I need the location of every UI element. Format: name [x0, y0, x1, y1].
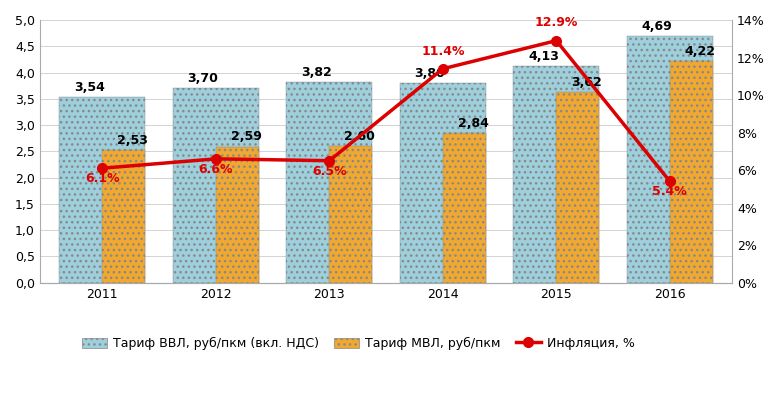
- Bar: [286, 82, 372, 283]
- Text: 2,59: 2,59: [231, 130, 261, 143]
- Text: 6.6%: 6.6%: [199, 163, 233, 176]
- Bar: [59, 97, 145, 283]
- Text: 3,62: 3,62: [571, 76, 602, 89]
- Text: 3,82: 3,82: [301, 66, 331, 79]
- Text: 4,22: 4,22: [685, 45, 715, 58]
- Bar: [556, 92, 600, 283]
- Bar: [513, 66, 600, 283]
- Bar: [102, 150, 145, 283]
- Text: 6.1%: 6.1%: [85, 172, 119, 185]
- Text: 4,69: 4,69: [641, 20, 672, 33]
- Text: 4,13: 4,13: [528, 50, 558, 62]
- Bar: [172, 88, 259, 283]
- Bar: [626, 36, 713, 283]
- Legend: Тариф ВВЛ, руб/пкм (вкл. НДС), Тариф МВЛ, руб/пкм, Инфляция, %: Тариф ВВЛ, руб/пкм (вкл. НДС), Тариф МВЛ…: [76, 332, 640, 355]
- Text: 6.5%: 6.5%: [312, 164, 346, 178]
- Bar: [329, 146, 372, 283]
- Text: 11.4%: 11.4%: [421, 44, 465, 58]
- Text: 2,53: 2,53: [117, 134, 148, 147]
- Bar: [399, 83, 486, 283]
- Text: 3,70: 3,70: [187, 72, 218, 85]
- Text: 3,54: 3,54: [74, 81, 105, 94]
- Text: 2,60: 2,60: [344, 130, 375, 143]
- Text: 12.9%: 12.9%: [534, 16, 578, 29]
- Bar: [216, 147, 259, 283]
- Bar: [443, 134, 486, 283]
- Text: 2,84: 2,84: [458, 117, 488, 130]
- Bar: [670, 61, 713, 283]
- Text: 3,80: 3,80: [414, 67, 445, 80]
- Text: 5.4%: 5.4%: [652, 185, 687, 198]
